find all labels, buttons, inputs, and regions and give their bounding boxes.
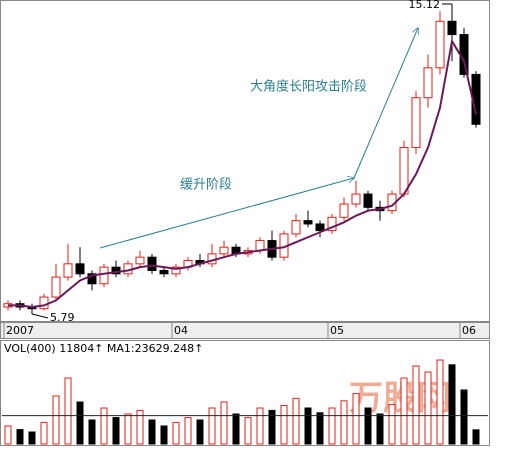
volume-bar <box>64 377 72 445</box>
date-label: 2007 <box>6 324 34 337</box>
volume-bar <box>184 417 192 445</box>
price-frame <box>0 0 490 322</box>
volume-bar <box>304 407 312 445</box>
volume-bar <box>316 412 324 445</box>
volume-bar <box>364 407 372 445</box>
candle-body <box>291 220 301 235</box>
volume-bar <box>268 409 276 445</box>
candle-body <box>75 263 85 275</box>
candle-body <box>423 67 433 99</box>
volume-bar <box>244 417 252 445</box>
volume-header: VOL(400) 11804↑ MA1:23629.248↑ <box>4 342 203 355</box>
volume-bar <box>40 421 48 445</box>
candle-body <box>351 193 361 205</box>
volume-bar <box>412 365 420 445</box>
volume-bar <box>88 419 96 445</box>
candle-body <box>447 20 457 36</box>
volume-bar <box>472 429 480 445</box>
candle-body <box>159 269 169 275</box>
watermark: 万股网 <box>349 379 451 419</box>
volume-bar <box>76 401 84 445</box>
volume-bar <box>124 413 132 445</box>
volume-bar <box>28 431 36 445</box>
volume-frame <box>0 340 490 446</box>
volume-bar <box>136 409 144 445</box>
volume-bar <box>172 421 180 445</box>
candle-body <box>87 273 97 285</box>
volume-bar <box>280 405 288 445</box>
candle-body <box>339 203 349 218</box>
low-label: 5.79 <box>50 311 75 324</box>
volume-bar <box>448 364 456 445</box>
volume-bar <box>232 413 240 445</box>
date-strip <box>0 322 490 339</box>
annotation: 缓升阶段 <box>180 178 232 193</box>
arrow <box>353 28 418 179</box>
volume-bar <box>376 413 384 445</box>
volume-bar <box>424 371 432 445</box>
candle-body <box>51 276 61 298</box>
candle-body <box>99 266 109 285</box>
candle-body <box>219 246 229 255</box>
candle-body <box>171 266 181 275</box>
candle-body <box>399 147 409 195</box>
volume-bar <box>256 407 264 445</box>
date-label: 05 <box>330 324 344 337</box>
volume-bar <box>4 425 12 445</box>
volume-bar <box>460 389 468 445</box>
candle-body <box>63 263 73 278</box>
candle-body <box>39 296 49 310</box>
candle-body <box>459 34 469 75</box>
volume-bar <box>220 401 228 445</box>
volume-bar <box>388 403 396 445</box>
date-label: 04 <box>174 324 188 337</box>
candle-body <box>111 266 121 275</box>
volume-bar <box>352 393 360 445</box>
candle-body <box>327 216 337 232</box>
arrow <box>99 178 354 249</box>
candle-body <box>135 256 145 265</box>
volume-bar <box>112 417 120 445</box>
candle-body <box>435 20 445 69</box>
ma-line <box>8 38 477 309</box>
annotation: 大角度长阳攻击阶段 <box>250 79 367 95</box>
volume-bar <box>100 407 108 445</box>
date-label: 06 <box>462 324 476 337</box>
volume-bar <box>436 359 444 445</box>
volume-bar <box>400 377 408 445</box>
volume-bar <box>160 425 168 445</box>
candle-body <box>411 97 421 149</box>
candle-body <box>147 256 157 271</box>
high-label: 15.12 <box>409 0 441 11</box>
volume-bar <box>52 395 60 445</box>
volume-bar <box>208 407 216 445</box>
candle-body <box>303 220 313 225</box>
volume-bar <box>292 397 300 445</box>
volume-bar <box>340 400 348 445</box>
volume-bar <box>328 407 336 445</box>
volume-bar <box>148 419 156 445</box>
candle-body <box>363 193 373 208</box>
volume-bar <box>196 419 204 445</box>
candle-body <box>255 240 265 252</box>
candle-body <box>315 223 325 232</box>
leader <box>31 313 49 319</box>
volume-bar <box>16 429 24 445</box>
